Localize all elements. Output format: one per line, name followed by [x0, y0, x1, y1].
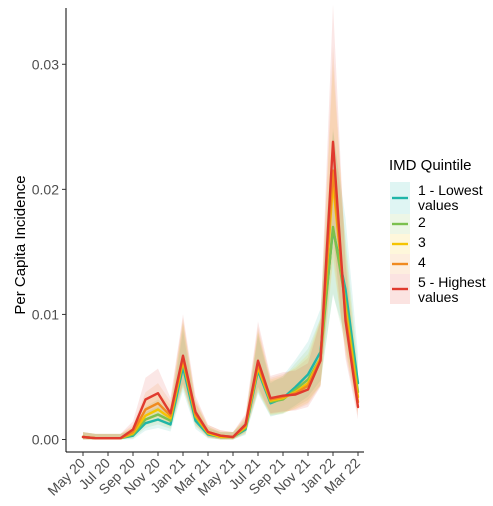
series-line-5	[81, 140, 360, 440]
legend-label-2: 2	[418, 214, 426, 230]
legend-label-3: 3	[418, 234, 426, 250]
series-line-4	[81, 169, 360, 440]
legend-label-1: 1 - Lowest values	[418, 182, 483, 213]
legend-label-4: 4	[418, 254, 426, 270]
band-5	[83, 4, 358, 440]
y-tick-label: 0.01	[32, 306, 59, 322]
y-tick-label: 0.02	[32, 181, 59, 197]
y-axis-title: Per Capita Incidence	[12, 175, 29, 314]
series-lines	[81, 140, 360, 440]
y-tick-label: 0.00	[32, 431, 59, 447]
legend-title: IMD Quintile	[389, 157, 472, 174]
band-1	[83, 131, 358, 440]
series-line-3	[81, 181, 360, 440]
confidence-bands	[83, 4, 358, 440]
legend-label-5: 5 - Highest values	[418, 274, 486, 305]
y-tick-label: 0.03	[32, 56, 59, 72]
